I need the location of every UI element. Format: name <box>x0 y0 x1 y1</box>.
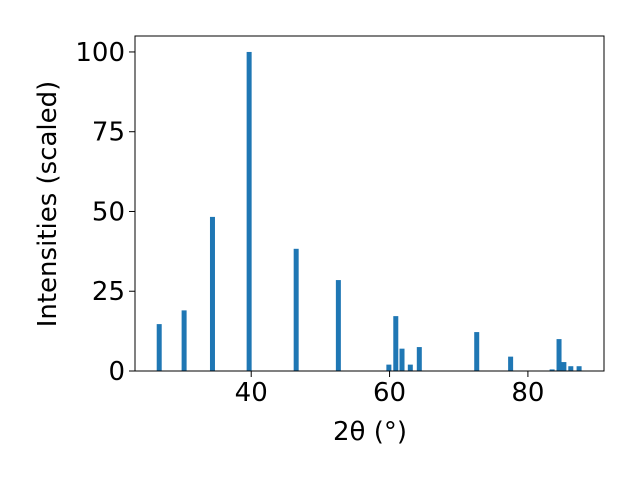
y-tick-label: 25 <box>92 277 125 307</box>
bar <box>181 310 187 371</box>
plot-frame <box>134 35 605 372</box>
y-tick-label: 100 <box>75 38 125 68</box>
bar <box>407 364 413 371</box>
bar <box>556 339 562 371</box>
bar <box>156 324 162 371</box>
bar <box>568 366 574 371</box>
bar <box>416 347 422 371</box>
bar <box>549 369 555 371</box>
bar <box>393 316 399 371</box>
bar <box>386 364 392 371</box>
bar <box>508 356 514 371</box>
bar <box>474 332 480 371</box>
bar <box>576 366 582 371</box>
bar <box>246 51 252 371</box>
bar <box>293 248 299 371</box>
bar <box>335 280 341 371</box>
x-tick-label: 40 <box>235 378 268 408</box>
y-tick-label: 75 <box>92 118 125 148</box>
x-axis-label: 2θ (°) <box>333 417 407 447</box>
x-tick-label: 60 <box>373 378 406 408</box>
bar <box>561 362 567 371</box>
y-tick-label: 50 <box>92 197 125 227</box>
bar <box>399 348 405 371</box>
y-tick-label: 0 <box>108 357 125 387</box>
y-axis-label: Intensities (scaled) <box>33 81 63 328</box>
x-tick-label: 80 <box>511 378 544 408</box>
bar <box>209 216 215 371</box>
